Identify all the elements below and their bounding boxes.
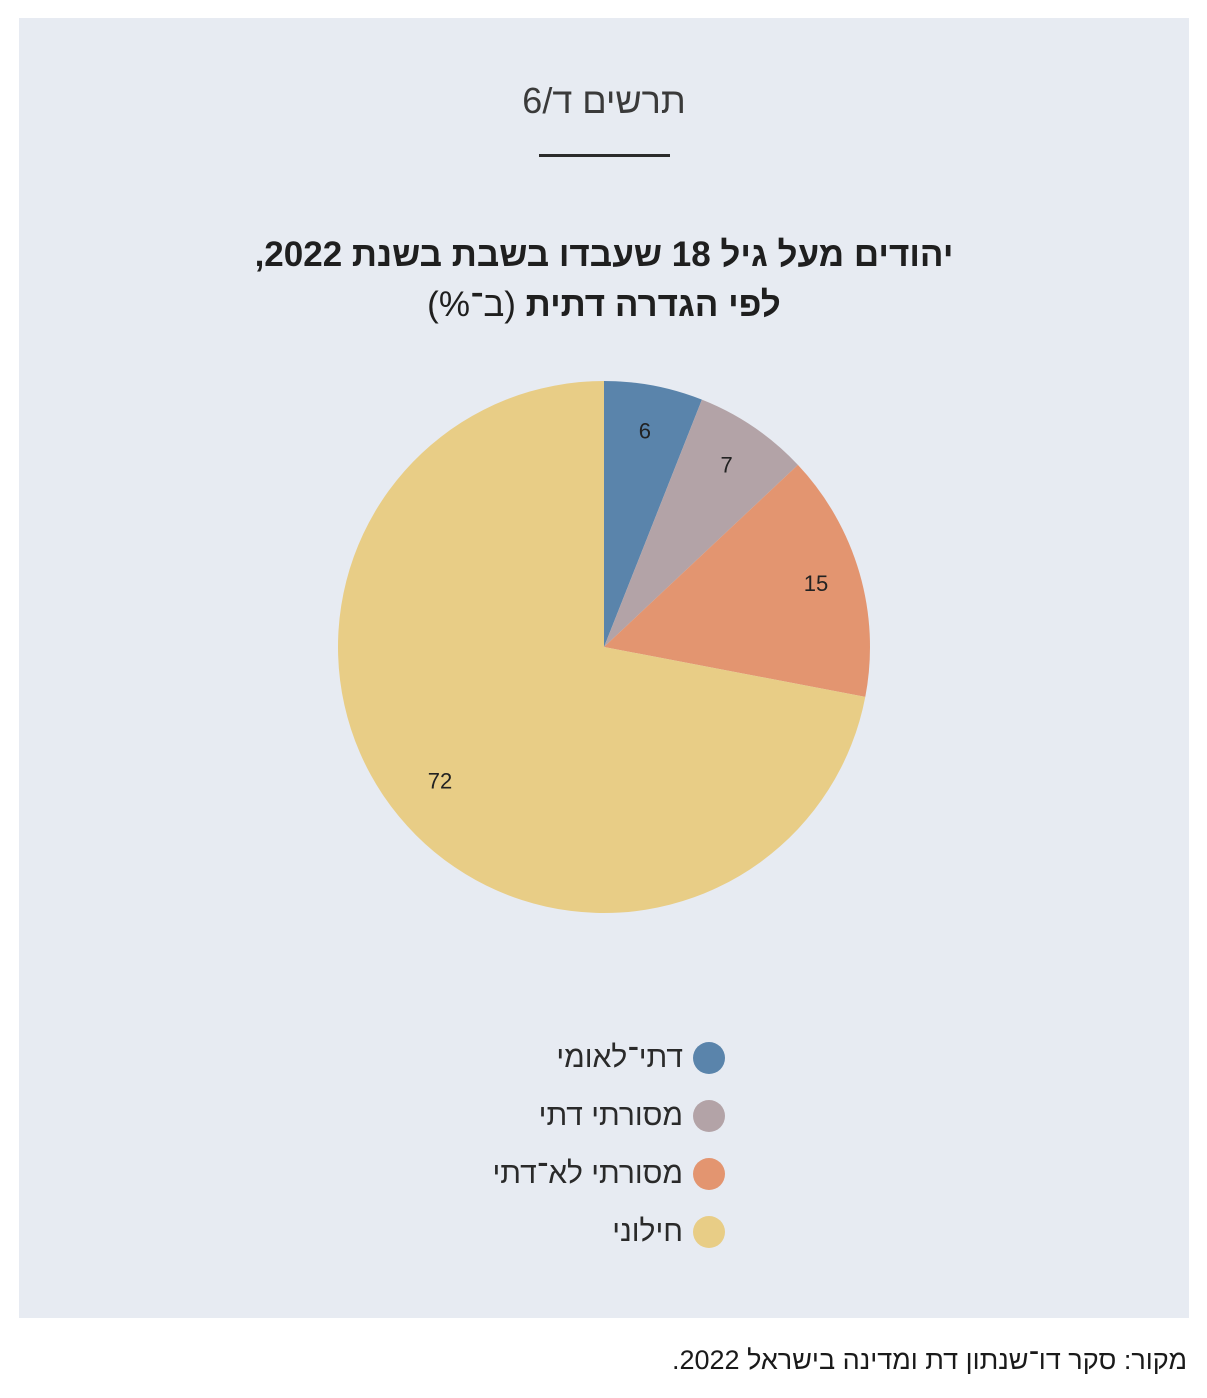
pie-slice-2: [604, 399, 798, 647]
legend-swatch: [693, 1216, 725, 1248]
source-note: מקור: סקר דו־שנתון דת ומדינה בישראל 2022…: [671, 1345, 1187, 1375]
legend-swatch: [693, 1158, 725, 1190]
chart-title-unit: (ב־%): [427, 285, 516, 324]
legend-label: מסורתי דתי: [538, 1099, 683, 1132]
legend-label: דתי־לאומי: [556, 1041, 683, 1074]
legend-item-3: מסורתי לא־דתי: [492, 1154, 725, 1194]
chart-title-line2: לפי הגדרה דתית (ב־%): [19, 280, 1189, 330]
data-label-1: 6: [639, 419, 651, 444]
legend-item-1: דתי־לאומי: [556, 1038, 725, 1078]
pie-slice-1: [604, 381, 702, 647]
chart-title: יהודים מעל גיל 18 שעבדו בשבת בשנת 2022, …: [19, 230, 1189, 330]
pie-chart: 6 7 15 72: [338, 381, 871, 913]
chart-panel: תרשים ד/6 יהודים מעל גיל 18 שעבדו בשבת ב…: [19, 18, 1189, 1318]
legend-item-4: חילוני: [612, 1212, 725, 1252]
figure-label: תרשים ד/6: [522, 80, 686, 121]
legend-swatch: [693, 1042, 725, 1074]
chart-title-line1: יהודים מעל גיל 18 שעבדו בשבת בשנת 2022,: [254, 235, 954, 274]
legend-item-2: מסורתי דתי: [539, 1096, 725, 1136]
chart-title-line2-bold: לפי הגדרה דתית: [525, 285, 781, 324]
figure-label-underline: [539, 154, 670, 157]
pie-slice-4: [338, 381, 866, 913]
legend-swatch: [693, 1100, 725, 1132]
legend-label: חילוני: [612, 1215, 683, 1248]
data-label-2: 7: [720, 452, 732, 477]
data-label-4: 72: [428, 768, 452, 793]
pie-slice-3: [604, 464, 871, 697]
data-label-3: 15: [804, 571, 828, 596]
legend-label: מסורתי לא־דתי: [492, 1157, 683, 1190]
